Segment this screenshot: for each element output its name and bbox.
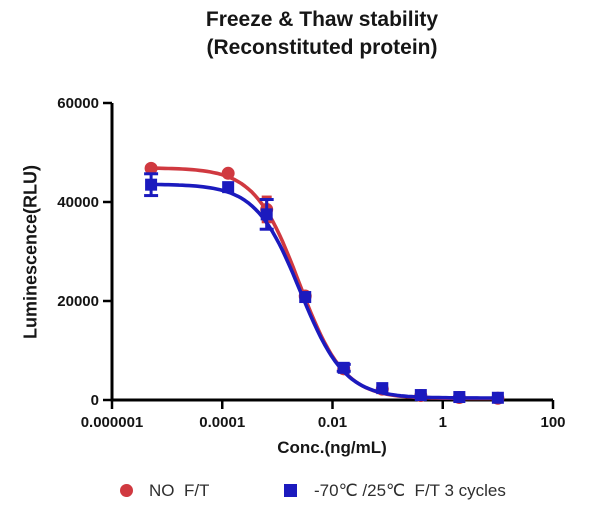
- y-axis-label: Luminescence(RLU): [20, 164, 41, 340]
- x-tick-label: 0.000001: [81, 414, 144, 431]
- x-axis-label: Conc.(ng/mL): [277, 438, 387, 457]
- series-line-1: [149, 182, 500, 400]
- x-tick-label: 100: [540, 414, 565, 431]
- chart-title: Freeze & Thaw stability (Reconstituted p…: [44, 6, 600, 62]
- chart-title-line1: Freeze & Thaw stability: [205, 8, 439, 31]
- chart-title-line2: (Reconstituted protein): [206, 36, 438, 59]
- y-tick-label: 20000: [57, 293, 99, 310]
- y-tick-label: 40000: [57, 194, 99, 211]
- data-point-square: [145, 178, 158, 191]
- data-point-circle: [144, 161, 158, 175]
- data-point-square: [414, 389, 427, 402]
- data-point-square: [260, 208, 273, 221]
- data-point-square: [491, 391, 504, 404]
- x-tick-label: 1: [439, 414, 447, 431]
- y-tick-label: 60000: [57, 95, 99, 112]
- y-tick-label: 0: [91, 392, 99, 409]
- data-point-square: [299, 291, 312, 304]
- series-line-0: [149, 166, 500, 401]
- x-tick-label: 0.01: [318, 414, 347, 431]
- data-point-square: [453, 391, 466, 404]
- data-point-square: [376, 382, 389, 395]
- data-point-circle: [221, 166, 235, 180]
- data-point-square: [337, 361, 350, 374]
- data-point-square: [222, 181, 235, 194]
- x-tick-label: 0.0001: [199, 414, 245, 431]
